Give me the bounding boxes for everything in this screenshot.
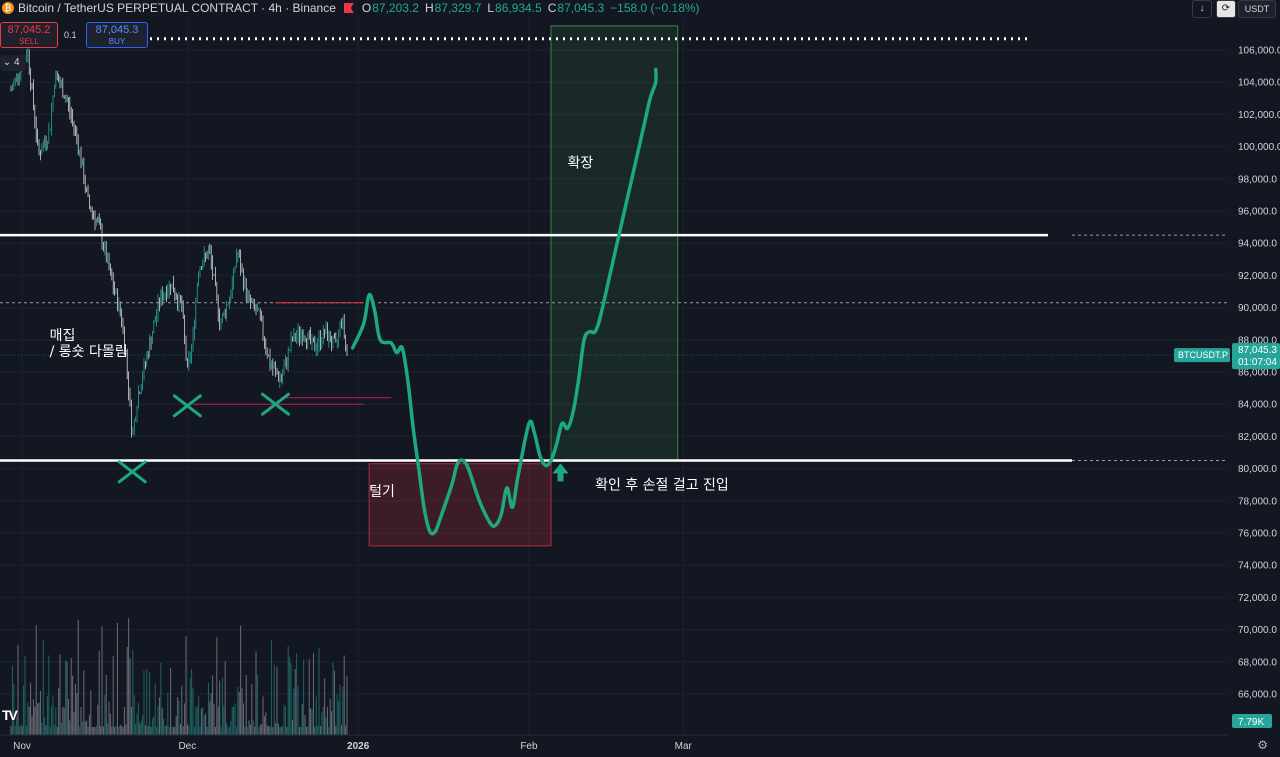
close-value: 87,045.3 bbox=[557, 1, 605, 15]
currency-selector[interactable]: USDT bbox=[1238, 0, 1276, 18]
buy-label: BUY bbox=[108, 37, 126, 46]
price-tick-label: 72,000.0 bbox=[1238, 593, 1277, 604]
price-tick-label: 80,000.0 bbox=[1238, 464, 1277, 475]
symbol-header: ₿ Bitcoin / TetherUS PERPETUAL CONTRACT … bbox=[0, 0, 706, 16]
price-tick-label: 74,000.0 bbox=[1238, 561, 1277, 572]
shakeout-box bbox=[368, 463, 552, 547]
price-tick-label: 82,000.0 bbox=[1238, 432, 1277, 443]
volume-tag-bg bbox=[1232, 714, 1272, 728]
price-tick-label: 90,000.0 bbox=[1238, 303, 1277, 314]
open-label: O bbox=[361, 1, 372, 15]
indicators-toggle[interactable]: ⌄ 4 bbox=[0, 55, 26, 71]
projection-curve bbox=[350, 67, 658, 536]
countdown-tag: 01:07:04 bbox=[1238, 357, 1277, 368]
sell-label: SELL bbox=[19, 37, 39, 46]
price-tick-label: 96,000.0 bbox=[1238, 207, 1277, 218]
annotation: 매집 bbox=[50, 328, 76, 344]
price-tag-bg bbox=[1232, 343, 1280, 370]
expansion-box bbox=[550, 25, 679, 462]
low-value: 86,934.5 bbox=[495, 1, 542, 15]
axis-bg bbox=[1228, 0, 1280, 757]
time-tick-label: Mar bbox=[675, 741, 693, 752]
price-tick-label: 70,000.0 bbox=[1238, 625, 1277, 636]
x-marks bbox=[117, 392, 569, 484]
price-tick-label: 66,000.0 bbox=[1238, 690, 1277, 701]
price-tick-label: 88,000.0 bbox=[1238, 335, 1277, 346]
projection-line bbox=[350, 67, 658, 536]
symbol-tag: BTCUSDT.P bbox=[1178, 350, 1228, 360]
quantity-value[interactable]: 0.1 bbox=[64, 30, 77, 40]
tradingview-logo-icon[interactable]: TV bbox=[2, 707, 18, 723]
price-tick-label: 76,000.0 bbox=[1238, 529, 1277, 540]
time-axis[interactable]: Nov Dec 2026 Feb Mar bbox=[0, 734, 1228, 757]
low-label: L bbox=[487, 1, 495, 15]
bitcoin-icon: ₿ bbox=[2, 2, 14, 14]
time-tick-label: Dec bbox=[178, 741, 196, 752]
price-tick-label: 84,000.0 bbox=[1238, 400, 1277, 411]
time-tick-label: Nov bbox=[13, 741, 31, 752]
price-tick-label: 68,000.0 bbox=[1238, 657, 1277, 668]
price-tick-label: 102,000.0 bbox=[1238, 110, 1280, 121]
symbol-tag-bg bbox=[1174, 348, 1230, 363]
chevron-down-icon: ⌄ bbox=[0, 57, 12, 68]
gear-icon[interactable]: ⚙ bbox=[1257, 738, 1268, 752]
price-tick-label: 94,000.0 bbox=[1238, 239, 1277, 250]
x-mark bbox=[261, 392, 290, 416]
price-tick-label: 86,000.0 bbox=[1238, 368, 1277, 379]
x-mark bbox=[117, 460, 147, 484]
candles bbox=[10, 47, 348, 438]
support-lines bbox=[192, 302, 392, 405]
drawing-boxes bbox=[368, 25, 679, 547]
arrow-down-icon[interactable]: ↓ bbox=[1192, 0, 1212, 18]
open-value: 87,203.2 bbox=[372, 1, 419, 15]
change-value: −158.0 (−0.18%) bbox=[610, 1, 700, 15]
time-tick-label: Feb bbox=[520, 741, 538, 752]
high-label: H bbox=[424, 1, 434, 15]
price-tag: 87,045.3 bbox=[1238, 345, 1277, 356]
refresh-icon[interactable]: ⟳ bbox=[1216, 0, 1236, 18]
annotation: 확인 후 손절 걸고 진입 bbox=[595, 478, 729, 494]
price-axis[interactable]: 106,000.0 104,000.0 102,000.0 100,000.0 98,0… bbox=[1174, 0, 1280, 757]
high-value: 87,329.7 bbox=[434, 1, 482, 15]
volume-bars bbox=[10, 618, 348, 735]
time-tick-label: 2026 bbox=[347, 741, 370, 752]
sell-price: 87,045.2 bbox=[7, 24, 51, 36]
price-tick-label: 98,000.0 bbox=[1238, 174, 1277, 185]
annotation: 털기 bbox=[369, 484, 395, 500]
flag-icon[interactable] bbox=[343, 3, 354, 13]
price-tick-label: 106,000.0 bbox=[1238, 46, 1280, 57]
close-label: C bbox=[547, 1, 557, 15]
indicator-count: 4 bbox=[13, 57, 20, 68]
symbol-title[interactable]: Bitcoin / TetherUS PERPETUAL CONTRACT · … bbox=[18, 1, 336, 15]
price-tick-label: 92,000.0 bbox=[1238, 271, 1277, 282]
entry-arrow-icon bbox=[552, 463, 569, 482]
price-tick-label: 104,000.0 bbox=[1238, 78, 1280, 89]
level-lines bbox=[0, 37, 1228, 462]
buy-button[interactable]: 87,045.3 BUY bbox=[86, 22, 148, 48]
price-tick-label: 78,000.0 bbox=[1238, 496, 1277, 507]
time-axis-bg bbox=[0, 735, 1228, 757]
annotation: / 롱숏 다몰림 bbox=[50, 344, 128, 360]
x-mark bbox=[172, 394, 202, 418]
price-tick-label: 100,000.0 bbox=[1238, 142, 1280, 153]
sell-button[interactable]: 87,045.2 SELL bbox=[0, 22, 58, 48]
annotation: 확장 bbox=[568, 156, 594, 172]
buy-price: 87,045.3 bbox=[95, 24, 139, 36]
volume-tag: 7.79K bbox=[1238, 717, 1264, 728]
